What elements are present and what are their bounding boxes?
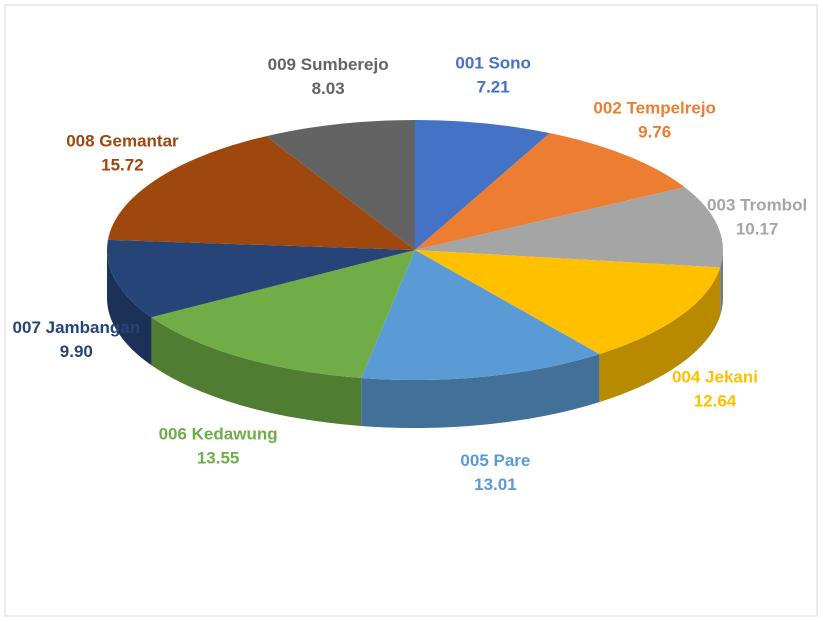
pie-slice	[107, 136, 415, 250]
pie-slice	[415, 187, 723, 268]
data-labels: 001 Sono 7.21 002 Tempelrejo 9.76 003 Trombo…	[13, 54, 808, 494]
pie-slice	[151, 250, 415, 379]
pie-side	[599, 267, 721, 403]
value-label: 9.76	[638, 122, 671, 141]
value-label: 12.64	[694, 391, 737, 410]
category-label: 001 Sono	[455, 54, 531, 73]
pie-slice	[266, 120, 415, 250]
pie-slice	[415, 133, 685, 250]
category-label: 006 Kedawung	[159, 424, 278, 443]
pie-side	[720, 250, 723, 316]
pie-slice	[107, 239, 415, 318]
category-label: 004 Jekani	[672, 367, 758, 386]
pie-side	[107, 250, 152, 366]
value-label: 13.55	[197, 448, 240, 467]
category-label: 002 Tempelrejo	[593, 98, 716, 117]
value-label: 8.03	[312, 79, 345, 98]
value-label: 9.90	[60, 342, 93, 361]
value-label: 15.72	[101, 155, 144, 174]
category-label: 005 Pare	[460, 451, 530, 470]
value-label: 7.21	[477, 78, 510, 97]
pie-tops	[107, 120, 723, 380]
value-label: 10.17	[736, 220, 779, 239]
category-label: 003 Trombol	[707, 196, 807, 215]
pie-slice	[361, 250, 600, 380]
category-label: 008 Gemantar	[66, 131, 179, 150]
pie-side	[361, 354, 600, 428]
category-label: 007 Jambangan	[13, 318, 141, 337]
category-label: 009 Sumberejo	[268, 55, 389, 74]
pie-slice	[415, 120, 550, 250]
pie-side	[151, 317, 362, 427]
value-label: 13.01	[474, 475, 517, 494]
pie-slice	[415, 250, 721, 355]
pie-sides	[107, 250, 723, 428]
